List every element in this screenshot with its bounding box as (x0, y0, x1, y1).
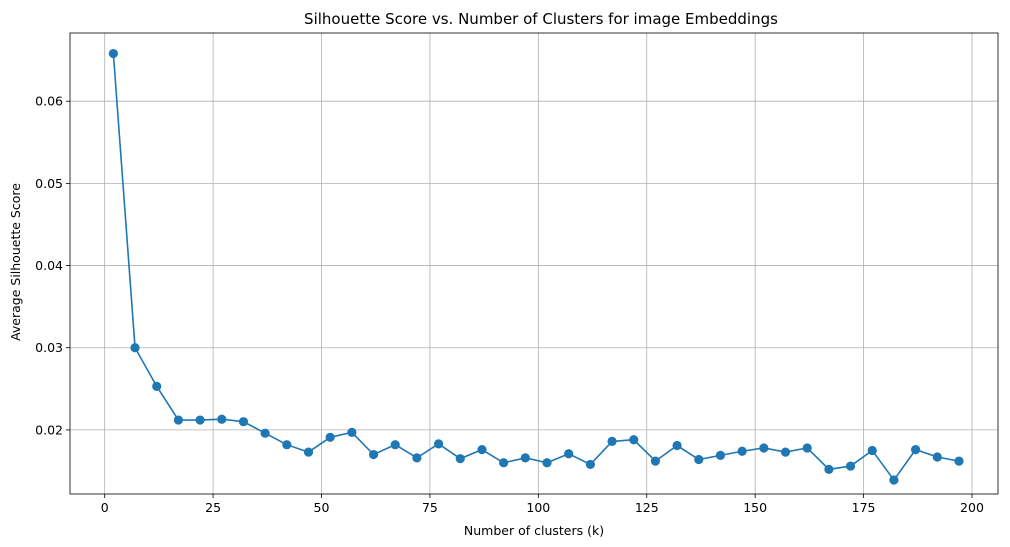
data-point (260, 428, 270, 438)
data-point (173, 415, 184, 425)
y-tick-label: 0.02 (35, 422, 63, 437)
data-point (542, 458, 552, 468)
x-axis-ticks: 0 25 50 75 100 125 150 175 200 (101, 494, 984, 515)
x-tick-label: 75 (422, 500, 438, 515)
data-point (629, 435, 639, 445)
data-point (650, 456, 661, 466)
x-tick-label: 100 (526, 500, 550, 515)
data-point (238, 417, 249, 427)
data-point (845, 461, 856, 471)
data-point (282, 440, 292, 450)
data-point (520, 453, 530, 463)
y-tick-label: 0.06 (35, 94, 63, 109)
data-point (932, 452, 942, 462)
data-point (802, 443, 812, 453)
data-point (412, 453, 422, 463)
data-point (954, 456, 964, 466)
data-point (347, 427, 357, 437)
data-point (499, 458, 509, 468)
y-axis-label: Average Silhouette Score (8, 183, 23, 341)
x-tick-label: 150 (743, 500, 767, 515)
data-point (390, 440, 400, 450)
data-point (195, 415, 205, 425)
data-point (607, 436, 617, 447)
data-point (130, 343, 140, 353)
x-tick-label: 50 (314, 500, 330, 515)
data-point (759, 443, 769, 453)
data-point (325, 432, 335, 442)
y-tick-label: 0.05 (35, 176, 63, 191)
data-point (889, 475, 899, 485)
x-tick-label: 125 (635, 500, 659, 515)
data-point (303, 447, 314, 457)
x-tick-label: 175 (852, 500, 876, 515)
data-point (477, 445, 487, 455)
data-point (780, 447, 791, 457)
series-silhouette (108, 48, 964, 485)
x-tick-label: 200 (960, 500, 984, 515)
data-point (715, 450, 726, 460)
y-tick-label: 0.03 (35, 340, 63, 355)
data-point (564, 449, 574, 459)
data-point (672, 440, 682, 451)
y-tick-label: 0.04 (35, 258, 63, 273)
data-point (433, 439, 444, 449)
data-point (368, 449, 379, 460)
chart-title: Silhouette Score vs. Number of Clusters … (304, 10, 778, 28)
series-line (112, 53, 960, 482)
data-point (217, 414, 227, 424)
data-point (694, 454, 704, 465)
plot-frame (69, 32, 999, 495)
data-point (152, 381, 162, 391)
y-axis-ticks: 0.02 0.03 0.04 0.05 0.06 (35, 94, 70, 437)
data-point (585, 459, 595, 470)
x-tick-label: 0 (101, 500, 109, 515)
data-point (455, 454, 465, 464)
data-point (824, 464, 834, 474)
x-tick-label: 25 (205, 500, 221, 515)
data-point (737, 446, 747, 456)
data-point (867, 445, 877, 456)
x-axis-label: Number of clusters (k) (464, 523, 604, 538)
data-point (911, 445, 921, 455)
grid-lines (70, 33, 998, 494)
data-point (108, 48, 118, 59)
